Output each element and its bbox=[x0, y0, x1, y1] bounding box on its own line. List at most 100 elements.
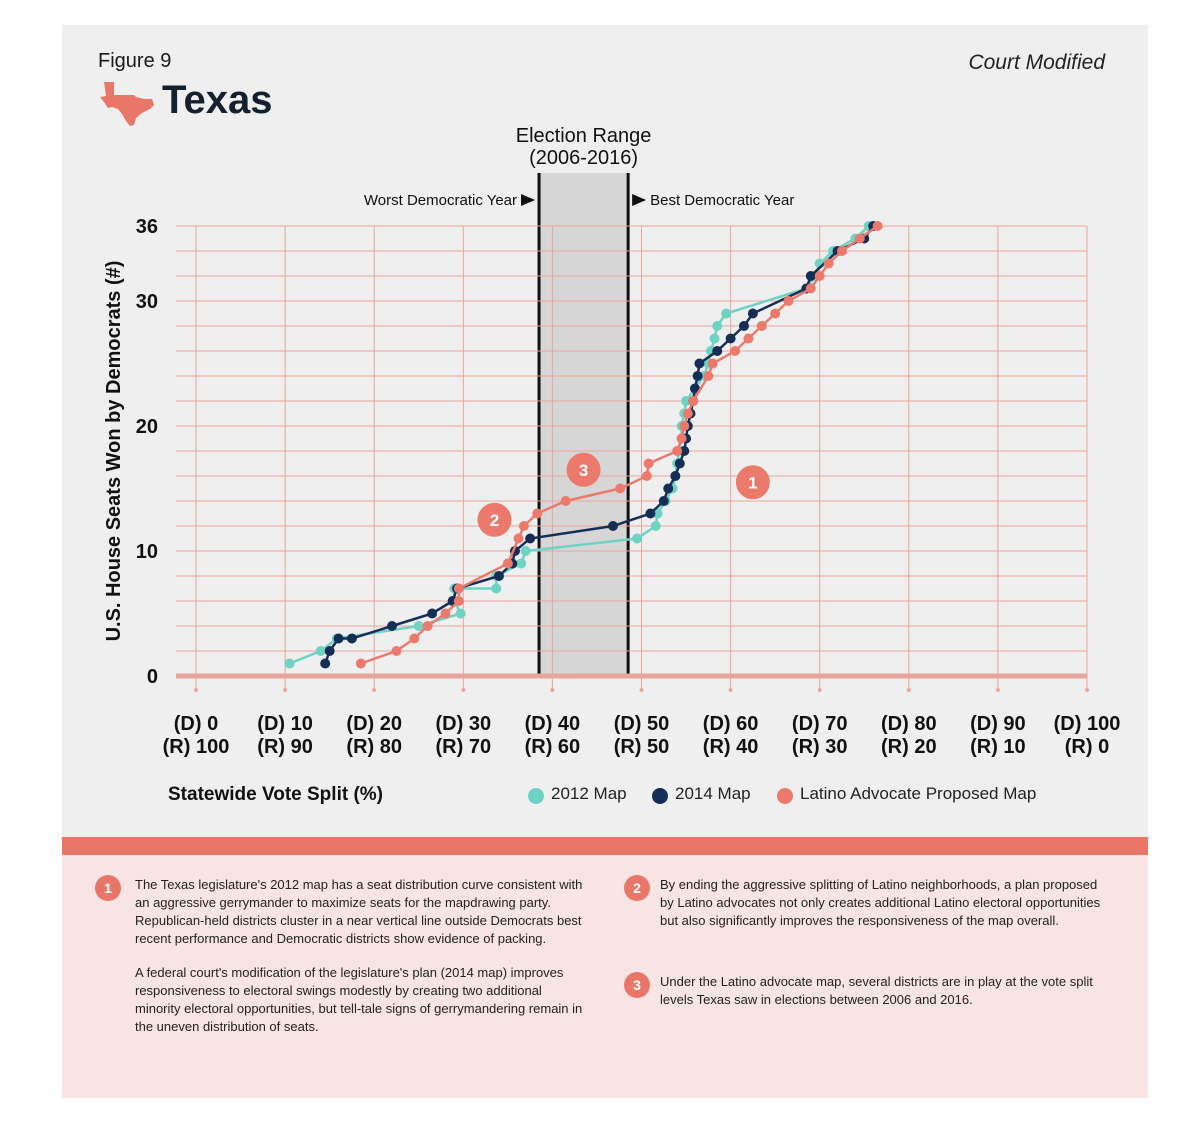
legend-marker bbox=[528, 788, 544, 804]
data-point bbox=[743, 333, 754, 344]
data-point bbox=[738, 321, 749, 331]
data-point bbox=[333, 633, 344, 644]
data-point bbox=[518, 521, 529, 531]
x-tick-dot bbox=[817, 688, 822, 692]
x-tick-label-republican: (R) 70 bbox=[436, 736, 492, 758]
data-point bbox=[422, 621, 433, 631]
data-point bbox=[692, 371, 703, 381]
note-3: Under the Latino advocate map, several d… bbox=[660, 974, 1093, 1007]
data-point bbox=[493, 571, 504, 581]
x-tick-dot bbox=[906, 688, 911, 692]
data-point bbox=[679, 421, 690, 431]
x-tick-label-democrat: (D) 40 bbox=[525, 713, 581, 735]
data-point bbox=[632, 533, 643, 544]
data-point bbox=[525, 533, 536, 544]
legend-marker bbox=[777, 788, 793, 804]
data-point bbox=[854, 233, 865, 244]
x-tick-label-democrat: (D) 30 bbox=[436, 713, 492, 735]
x-tick-label-republican: (R) 40 bbox=[703, 736, 759, 758]
note-1-paragraph-1: The Texas legislature's 2012 map has a s… bbox=[135, 877, 583, 946]
x-tick-dot bbox=[639, 688, 644, 692]
data-point bbox=[284, 658, 295, 669]
y-tick-label: 10 bbox=[136, 541, 158, 563]
data-point bbox=[355, 658, 366, 669]
note-3-badge: 3 bbox=[624, 972, 650, 998]
x-tick-dot bbox=[194, 688, 198, 692]
x-tick-label-democrat: (D) 80 bbox=[881, 713, 937, 735]
x-tick-label-democrat: (D) 90 bbox=[970, 713, 1026, 735]
x-tick-dot bbox=[1085, 688, 1089, 692]
data-point bbox=[707, 358, 718, 369]
callout-3: 3 bbox=[566, 452, 601, 487]
callout-number: 1 bbox=[748, 473, 757, 492]
x-tick-dot bbox=[372, 688, 377, 692]
data-point bbox=[783, 296, 794, 306]
data-point bbox=[688, 396, 699, 406]
x-tick-dot bbox=[283, 688, 288, 692]
data-point bbox=[805, 271, 816, 281]
callout-circle bbox=[477, 502, 512, 537]
callout-layer: 1 2 3 bbox=[477, 452, 770, 537]
y-axis-label: U.S. House Seats Won by Democrats (#) bbox=[103, 261, 125, 642]
notes-panel bbox=[62, 855, 1148, 1098]
x-tick-label-republican: (R) 80 bbox=[346, 736, 402, 758]
legend-marker bbox=[652, 788, 668, 804]
data-point bbox=[689, 383, 700, 394]
data-point bbox=[872, 221, 883, 231]
data-point bbox=[814, 271, 825, 281]
y-tick-label: 36 bbox=[136, 216, 158, 238]
x-axis-label: Statewide Vote Split (%) bbox=[168, 784, 383, 805]
data-point bbox=[663, 483, 674, 494]
x-tick-label-democrat: (D) 100 bbox=[1054, 713, 1121, 735]
figure-label: Figure 9 bbox=[98, 50, 172, 72]
map-variant-label: Court Modified bbox=[968, 51, 1105, 74]
data-point bbox=[709, 333, 720, 344]
election-range-years: (2006-2016) bbox=[529, 147, 638, 169]
data-point bbox=[747, 308, 758, 319]
data-point bbox=[721, 308, 732, 319]
data-point bbox=[409, 633, 420, 644]
data-point bbox=[320, 658, 331, 669]
y-tick-label: 20 bbox=[136, 416, 158, 438]
data-point bbox=[670, 471, 681, 481]
data-point bbox=[770, 308, 781, 319]
data-point bbox=[453, 596, 464, 606]
x-tick-label-republican: (R) 20 bbox=[881, 736, 937, 758]
election-range-layer: Election Range(2006-2016) Worst Democrati… bbox=[364, 125, 794, 676]
best-democratic-year-label: Best Democratic Year bbox=[650, 192, 794, 209]
data-point bbox=[346, 633, 357, 644]
data-point bbox=[643, 458, 654, 469]
legend-label: 2012 Map bbox=[551, 784, 627, 803]
callout-circle bbox=[566, 452, 601, 487]
x-tick-label-democrat: (D) 0 bbox=[174, 713, 218, 735]
note-2: By ending the aggressive splitting of La… bbox=[660, 877, 1101, 928]
x-tick-label-republican: (R) 50 bbox=[614, 736, 670, 758]
data-point bbox=[730, 346, 741, 356]
data-point bbox=[315, 646, 326, 656]
callout-2: 2 bbox=[477, 502, 512, 537]
data-point bbox=[645, 508, 656, 519]
x-tick-label-democrat: (D) 60 bbox=[703, 713, 759, 735]
data-point bbox=[455, 608, 466, 619]
election-range-band bbox=[539, 173, 629, 676]
data-point bbox=[823, 258, 834, 269]
data-point bbox=[440, 608, 451, 619]
x-tick-label-democrat: (D) 50 bbox=[614, 713, 670, 735]
data-point bbox=[725, 333, 736, 344]
data-point bbox=[836, 246, 847, 256]
x-tick-label-democrat: (D) 70 bbox=[792, 713, 848, 735]
callout-number: 2 bbox=[490, 511, 499, 530]
x-tick-label-democrat: (D) 20 bbox=[346, 713, 402, 735]
callout-circle bbox=[735, 465, 770, 500]
state-title: Texas bbox=[162, 78, 273, 122]
data-point bbox=[560, 496, 571, 506]
data-point bbox=[532, 508, 543, 519]
data-point bbox=[520, 546, 531, 556]
data-point bbox=[674, 458, 685, 469]
note-1: The Texas legislature's 2012 map has a s… bbox=[135, 876, 585, 1036]
data-point bbox=[672, 446, 683, 456]
data-point bbox=[681, 396, 692, 406]
series-layer bbox=[284, 221, 883, 669]
worst-democratic-year-label: Worst Democratic Year bbox=[364, 192, 517, 209]
x-tick-label-republican: (R) 10 bbox=[970, 736, 1026, 758]
